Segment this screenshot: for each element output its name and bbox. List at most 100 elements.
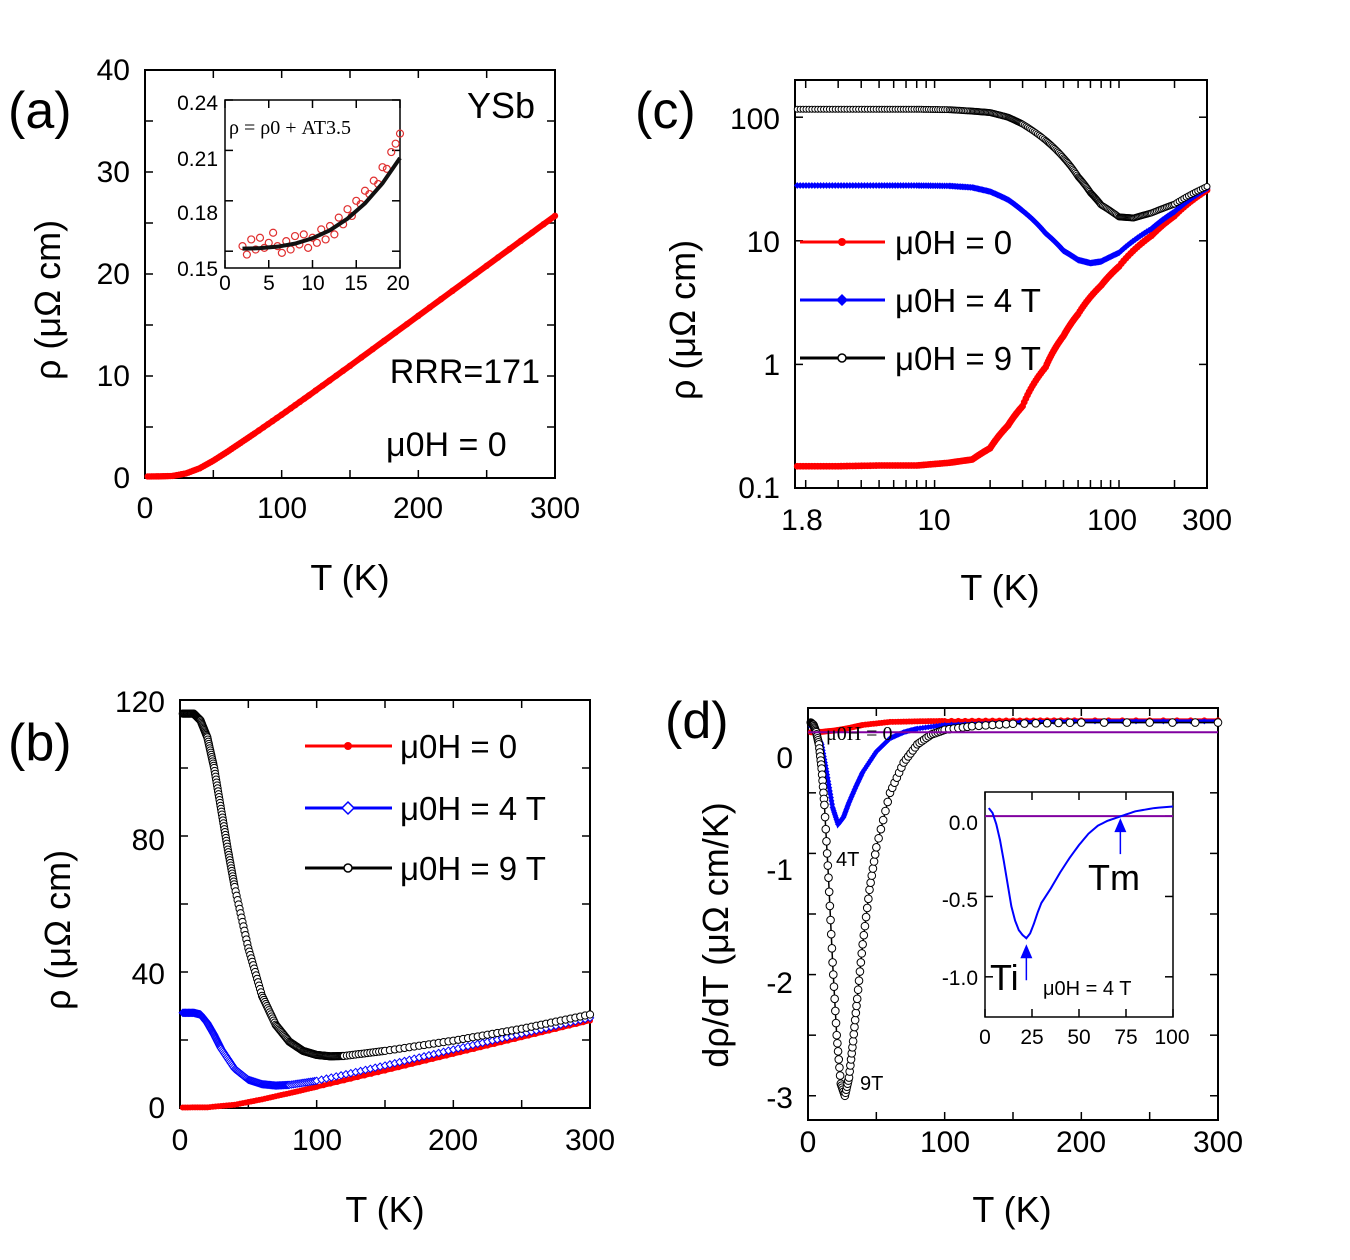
panel-a-inset-formula: ρ = ρ0 + AT3.5 bbox=[229, 117, 351, 139]
panel-d-data-point bbox=[955, 717, 962, 724]
panel-c-data-point bbox=[1182, 198, 1190, 206]
panel-b-data-point bbox=[375, 1069, 382, 1076]
panel-d-data-point bbox=[858, 939, 867, 949]
panel-b-ytick: 120 bbox=[115, 686, 165, 719]
panel-b-data-point bbox=[347, 1075, 354, 1082]
panel-d-inset-Ti-arrowhead bbox=[1020, 944, 1033, 959]
panel-d-data-point bbox=[828, 970, 838, 979]
panel-a-data-point bbox=[255, 427, 263, 434]
panel-a-ytick: 30 bbox=[97, 156, 130, 189]
panel-d-inset-xtick: 75 bbox=[1114, 1026, 1137, 1049]
panel-d-data-point bbox=[835, 1071, 845, 1080]
panel-d-data-point bbox=[1077, 718, 1086, 727]
panel-a-data-point bbox=[269, 417, 276, 425]
panel-b-series bbox=[178, 699, 595, 1111]
panel-d-data-point bbox=[835, 1063, 844, 1072]
panel-d-inset-Tm-label: Tm bbox=[1088, 857, 1140, 898]
panel-a-data-point bbox=[346, 362, 354, 369]
panel-b-xtick: 0 bbox=[172, 1124, 189, 1157]
panel-d-data-point bbox=[1168, 718, 1177, 727]
panel-d-data-point bbox=[851, 1008, 861, 1018]
panel-a-series bbox=[144, 69, 559, 480]
panel-c-legend: μ0H = 0 μ0H = 4 T μ0H = 9 T bbox=[800, 224, 1041, 377]
panel-c-data-point bbox=[1035, 222, 1043, 230]
panel-a-field-label: μ0H = 0 bbox=[386, 426, 507, 464]
panel-a-data-point bbox=[326, 377, 333, 384]
panel-c-ylabel: ρ (μΩ cm) bbox=[662, 240, 703, 400]
panel-b-label: (b) bbox=[8, 714, 72, 772]
panel-d-9T-label: 9T bbox=[860, 1073, 883, 1095]
panel-d-data-point bbox=[826, 929, 836, 939]
panel-d-data-point bbox=[827, 944, 837, 953]
panel-d-xtick: 200 bbox=[1056, 1126, 1106, 1159]
panel-c-data-point bbox=[1124, 241, 1132, 249]
panel-d-data-point bbox=[865, 885, 874, 895]
panel-d-ytick: -1 bbox=[766, 854, 793, 887]
panel-c-legend-label-4T: μ0H = 4 T bbox=[895, 282, 1041, 319]
panel-c-x-ticks: 1.8 10 100 300 bbox=[781, 504, 1232, 537]
panel-b-ylabel: ρ (μΩ cm) bbox=[37, 850, 78, 1010]
panel-c-xtick: 1.8 bbox=[781, 504, 823, 537]
panel-a-inset-points bbox=[224, 99, 405, 268]
panel-a-data-point bbox=[494, 254, 502, 261]
panel-d-xtick: 0 bbox=[800, 1126, 817, 1159]
panel-d-inset-curve bbox=[987, 805, 1174, 940]
panel-a-inset-xtick: 15 bbox=[344, 272, 367, 295]
panel-a-data-point bbox=[333, 372, 340, 379]
panel-a-data-point bbox=[358, 354, 365, 361]
panel-a-rrr-label: RRR=171 bbox=[390, 353, 540, 391]
panel-a-data-point bbox=[305, 392, 313, 399]
panel-a-data-point bbox=[437, 295, 445, 303]
panel-b-legend-label-0T: μ0H = 0 bbox=[400, 728, 517, 765]
panel-c-frame bbox=[794, 79, 1208, 489]
panel-a-data-point bbox=[483, 262, 490, 270]
panel-a-data-point bbox=[251, 430, 258, 437]
panel-a-data-point bbox=[506, 245, 513, 253]
panel-a-ytick: 20 bbox=[97, 258, 130, 291]
panel-d-data-point bbox=[831, 1018, 841, 1028]
panel-a-ytick: 10 bbox=[97, 360, 130, 393]
panel-d-data-point bbox=[850, 1022, 859, 1032]
panel-a-inset-xtick: 0 bbox=[219, 272, 231, 295]
panel-a-inset-point bbox=[391, 139, 400, 148]
panel-c-data-point bbox=[1180, 200, 1188, 208]
panel-b-xtick: 300 bbox=[565, 1124, 615, 1157]
panel-a-inset-point bbox=[343, 205, 352, 214]
panel-a-label: (a) bbox=[8, 82, 72, 140]
panel-a-inset-point bbox=[378, 163, 387, 172]
panel-a-data-point bbox=[540, 220, 547, 228]
panel-d-inset-Ti-label: Ti bbox=[990, 957, 1019, 998]
panel-a-inset-point bbox=[299, 230, 308, 239]
panel-d-data-point bbox=[831, 1006, 840, 1016]
panel-d-data-point bbox=[876, 824, 886, 834]
panel-c-data-point bbox=[1120, 245, 1128, 253]
panel-d-data-point bbox=[881, 806, 890, 816]
panel-a-xtick: 300 bbox=[530, 492, 580, 525]
panel-d-ytick: 0 bbox=[776, 742, 793, 775]
panel-b-data-point bbox=[450, 1050, 457, 1057]
panel-c-legend-label-9T: μ0H = 9 T bbox=[895, 340, 1041, 377]
panel-c-xtick: 10 bbox=[917, 504, 950, 537]
panel-a-data-point bbox=[278, 411, 285, 418]
panel-d-data-point bbox=[1213, 718, 1223, 727]
panel-a-inset-xtick: 20 bbox=[386, 272, 409, 295]
panel-d-inset-ytick: -0.5 bbox=[942, 889, 978, 912]
panel-d-series bbox=[806, 708, 1223, 1120]
panel-c-legend-label-0T: μ0H = 0 bbox=[895, 224, 1012, 261]
panel-a-inset-point bbox=[242, 250, 251, 259]
panel-a-inset-ytick: 0.15 bbox=[177, 258, 218, 281]
panel-d-data-point bbox=[1042, 718, 1052, 728]
panel-a-data-point bbox=[472, 270, 479, 278]
panel-a-inset-point bbox=[290, 231, 300, 241]
panel-a-data-point bbox=[380, 337, 388, 345]
panel-d-inset: 0 25 50 75 100 0.0 -0.5 -1.0 Tm Ti μ0H =… bbox=[942, 791, 1190, 1049]
panel-a-data-point bbox=[283, 408, 290, 415]
panel-a-inset-point bbox=[395, 129, 405, 138]
panel-b-data-point bbox=[361, 1072, 368, 1079]
panel-a-inset-x-ticks: 0 5 10 15 20 bbox=[219, 272, 410, 295]
panel-a-ytick: 40 bbox=[97, 54, 130, 87]
panel-a-ytick: 0 bbox=[113, 462, 130, 495]
panel-d-x-ticks: 0 100 200 300 bbox=[800, 1126, 1243, 1159]
panel-b-data-point bbox=[585, 1010, 595, 1019]
panel-b-legend-marker-9T bbox=[343, 863, 353, 873]
